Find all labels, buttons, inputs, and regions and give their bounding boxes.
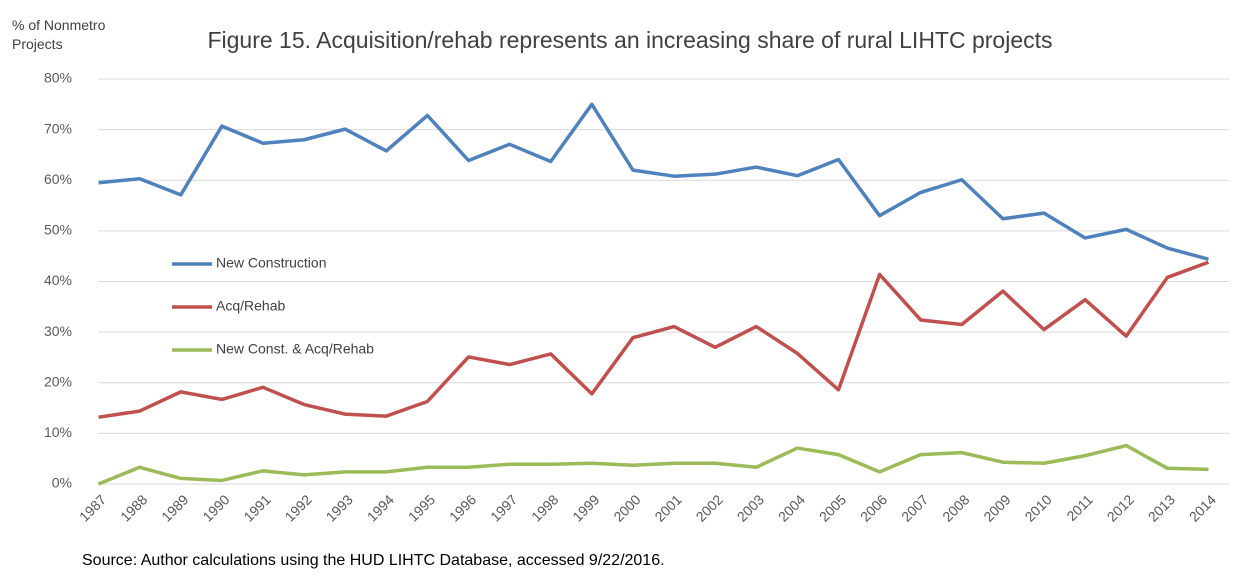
x-tick-label: 2002: [693, 491, 726, 524]
y-tick-label: 10%: [44, 424, 72, 440]
x-tick-label: 2001: [651, 491, 684, 524]
x-tick-label: 1995: [405, 491, 438, 524]
series-line: [98, 102, 1209, 261]
series-line: [97, 443, 1209, 486]
x-tick-label: 1989: [158, 491, 191, 524]
x-tick-label: 2003: [734, 491, 767, 524]
x-tick-label: 1994: [364, 491, 397, 524]
y-tick-label: 50%: [44, 222, 72, 238]
x-tick-label: 1987: [76, 491, 109, 524]
x-tick-label: 1990: [199, 491, 232, 524]
x-tick-label: 2007: [898, 491, 931, 524]
y-tick-label: 60%: [44, 171, 72, 187]
x-tick-label: 2014: [1186, 491, 1219, 524]
legend-label: New Const. & Acq/Rehab: [216, 341, 374, 357]
x-tick-label: 1996: [446, 491, 479, 524]
x-tick-label: 2006: [857, 491, 890, 524]
x-tick-label: 2005: [816, 491, 849, 524]
x-tick-label: 2013: [1145, 491, 1178, 524]
y-tick-label: 40%: [44, 272, 72, 288]
x-tick-label: 1999: [569, 491, 602, 524]
x-tick-label: 2011: [1063, 491, 1096, 524]
legend-label: New Construction: [216, 255, 327, 271]
y-tick-label: 0%: [52, 475, 72, 491]
series-line: [98, 260, 1210, 419]
x-tick-label: 1988: [117, 491, 150, 524]
legend-label: Acq/Rehab: [216, 298, 285, 314]
chart-title: Figure 15. Acquisition/rehab represents …: [207, 27, 1052, 53]
x-tick-label: 2000: [610, 491, 643, 524]
x-tick-label: 1993: [323, 491, 356, 524]
x-tick-label: 2004: [775, 491, 808, 524]
x-tick-label: 1992: [281, 491, 314, 524]
x-tick-label: 1998: [528, 491, 561, 524]
x-tick-label: 2008: [939, 491, 972, 524]
y-tick-label: 80%: [44, 70, 72, 86]
x-tick-label: 1997: [487, 491, 520, 524]
x-tick-label: 2012: [1104, 491, 1137, 524]
x-tick-label: 1991: [240, 491, 273, 524]
y-tick-label: 20%: [44, 373, 72, 389]
source-note: Source: Author calculations using the HU…: [82, 552, 665, 569]
x-tick-label: 2010: [1021, 491, 1054, 524]
x-tick-label: 2009: [980, 491, 1013, 524]
y-tick-label: 30%: [44, 323, 72, 339]
y-tick-label: 70%: [44, 120, 72, 136]
y-axis-label: % of Nonmetro Projects: [12, 17, 106, 52]
